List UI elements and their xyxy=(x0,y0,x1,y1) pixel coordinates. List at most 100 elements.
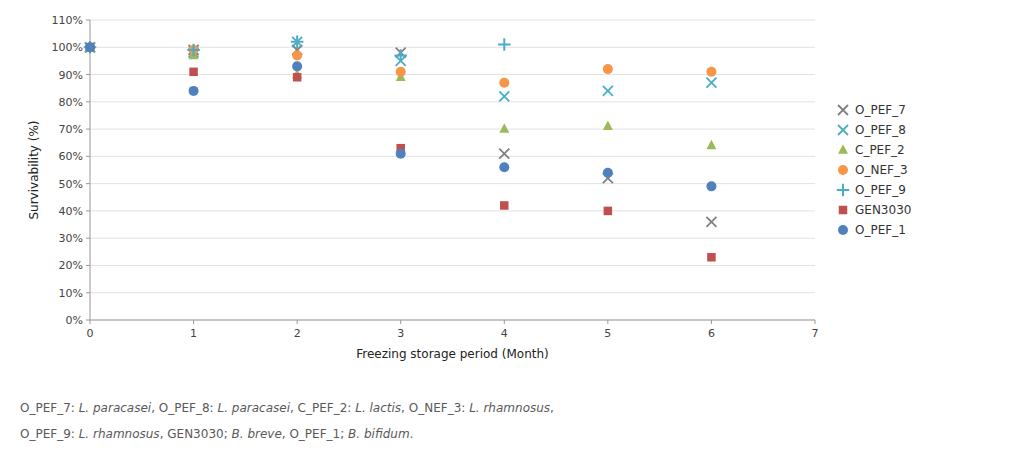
point xyxy=(85,42,95,52)
axes: 0%10%20%30%40%50%60%70%80%90%100%110%012… xyxy=(52,14,819,340)
grid-line xyxy=(90,210,815,211)
caption-part: L. lactis xyxy=(355,401,401,415)
tick xyxy=(400,320,401,324)
caption-part: , C_PEF_2: xyxy=(290,401,355,415)
point xyxy=(499,149,509,159)
point xyxy=(291,36,304,49)
point xyxy=(84,41,97,54)
tick-label: 70% xyxy=(59,123,83,136)
point xyxy=(396,67,406,77)
tick-label: 0 xyxy=(87,327,94,340)
point xyxy=(707,253,716,261)
tick-label: 50% xyxy=(59,178,83,191)
tick-label: 6 xyxy=(708,327,715,340)
legend-label: C_PEF_2 xyxy=(855,143,905,157)
point xyxy=(603,121,613,130)
point xyxy=(498,38,511,51)
y-axis-label: Survivability (%) xyxy=(27,120,41,219)
caption-part: , xyxy=(550,401,554,415)
caption-part: L. paracasei xyxy=(79,401,152,415)
point xyxy=(85,42,95,52)
series xyxy=(85,42,716,227)
legend-marker xyxy=(838,105,848,115)
grid-line xyxy=(90,183,815,184)
point xyxy=(86,43,95,52)
point xyxy=(499,123,509,133)
tick-label: 40% xyxy=(59,205,83,218)
series xyxy=(86,43,716,261)
tick-label: 4 xyxy=(501,327,508,340)
caption-line: O_PEF_9: L. rhamnosus, GEN3030; B. breve… xyxy=(20,427,413,441)
tick-label: 0% xyxy=(66,314,83,327)
tick xyxy=(297,320,298,324)
caption-part: . xyxy=(410,427,414,441)
point xyxy=(706,67,716,77)
point xyxy=(603,64,613,74)
legend-label: O_PEF_9 xyxy=(855,183,906,197)
series xyxy=(85,42,716,87)
tick xyxy=(86,183,90,184)
point xyxy=(394,49,407,62)
legend-label: O_NEF_3 xyxy=(855,163,908,177)
tick-label: 30% xyxy=(59,232,83,245)
tick xyxy=(86,292,90,293)
tick xyxy=(86,210,90,211)
point xyxy=(189,68,198,77)
tick-label: 7 xyxy=(812,327,819,340)
grid-line xyxy=(90,156,815,157)
caption: O_PEF_7: L. paracasei, O_PEF_8: L. parac… xyxy=(20,401,554,441)
tick-label: 3 xyxy=(397,327,404,340)
plot-area xyxy=(84,36,717,262)
caption-part: B. bifidum xyxy=(348,427,409,441)
point xyxy=(396,149,406,159)
tick xyxy=(86,129,90,130)
grid-line xyxy=(90,265,815,266)
tick xyxy=(90,320,91,324)
point xyxy=(189,86,199,96)
tick-label: 80% xyxy=(59,96,83,109)
point xyxy=(292,50,302,60)
legend: O_PEF_7O_PEF_8C_PEF_2O_NEF_3O_PEF_9GEN30… xyxy=(837,103,912,237)
point xyxy=(706,78,716,88)
point xyxy=(499,91,509,101)
y-axis-line xyxy=(90,20,91,320)
tick-label: 90% xyxy=(59,69,83,82)
legend-label: O_PEF_8 xyxy=(855,123,906,137)
point xyxy=(706,140,716,150)
caption-part: , O_PEF_8: xyxy=(151,401,217,415)
grid-line xyxy=(90,129,815,130)
caption-part: L. rhamnosus xyxy=(469,401,550,415)
grid-line xyxy=(90,47,815,48)
tick-label: 20% xyxy=(59,259,83,272)
series xyxy=(85,42,716,191)
tick xyxy=(504,320,505,324)
point xyxy=(603,86,613,96)
point xyxy=(499,78,509,88)
grid-line xyxy=(90,101,815,102)
tick-label: 60% xyxy=(59,150,83,163)
tick xyxy=(607,320,608,324)
point xyxy=(187,44,200,57)
legend-marker xyxy=(838,125,848,135)
series xyxy=(85,37,716,102)
tick xyxy=(711,320,712,324)
x-axis-line xyxy=(90,320,815,321)
tick xyxy=(86,265,90,266)
point xyxy=(293,73,302,82)
point xyxy=(706,217,716,227)
caption-part: , O_NEF_3: xyxy=(401,401,469,415)
caption-line: O_PEF_7: L. paracasei, O_PEF_8: L. parac… xyxy=(20,401,554,415)
tick xyxy=(815,320,816,324)
tick xyxy=(86,20,90,21)
tick-label: 1 xyxy=(190,327,197,340)
legend-marker xyxy=(837,184,850,197)
legend-marker xyxy=(839,206,848,215)
tick xyxy=(193,320,194,324)
point xyxy=(85,42,95,52)
tick xyxy=(86,156,90,157)
chart: 0%10%20%30%40%50%60%70%80%90%100%110%012… xyxy=(0,0,1022,471)
caption-part: O_PEF_9: xyxy=(20,427,79,441)
caption-part: O_PEF_7: xyxy=(20,401,79,415)
tick xyxy=(86,320,90,321)
grid-line xyxy=(90,320,815,321)
